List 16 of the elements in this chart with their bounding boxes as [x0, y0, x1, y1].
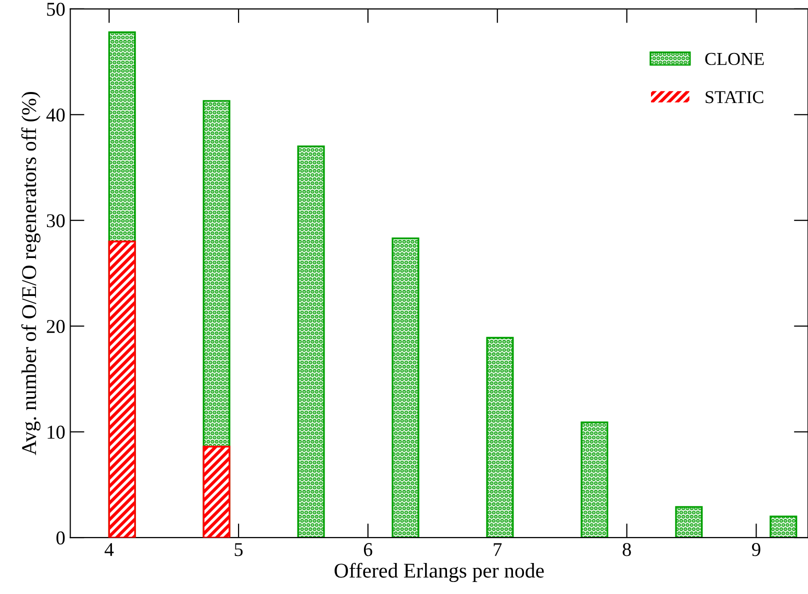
legend-label: CLONE	[705, 52, 764, 66]
x-tick-label: 4	[104, 543, 114, 556]
y-tick-label: 10	[48, 426, 65, 439]
y-tick-label: 20	[46, 320, 65, 334]
x-tick-label: 9	[752, 543, 760, 556]
x-tick-label: 6	[364, 543, 372, 556]
y-axis-title: Avg. number of O/E/O regenerators off (%)	[21, 92, 40, 456]
x-tick-label: 8	[622, 542, 631, 556]
legend-label: STATIC	[706, 91, 764, 104]
x-tick-label: 5	[234, 543, 243, 556]
y-tick-label: 50	[47, 2, 65, 16]
y-tick-label: 0	[56, 531, 65, 545]
x-axis-title: Offered Erlangs per node	[334, 562, 544, 582]
y-tick-label: 40	[46, 108, 65, 122]
x-tick-label: 7	[494, 543, 502, 556]
y-tick-label: 30	[46, 214, 65, 228]
